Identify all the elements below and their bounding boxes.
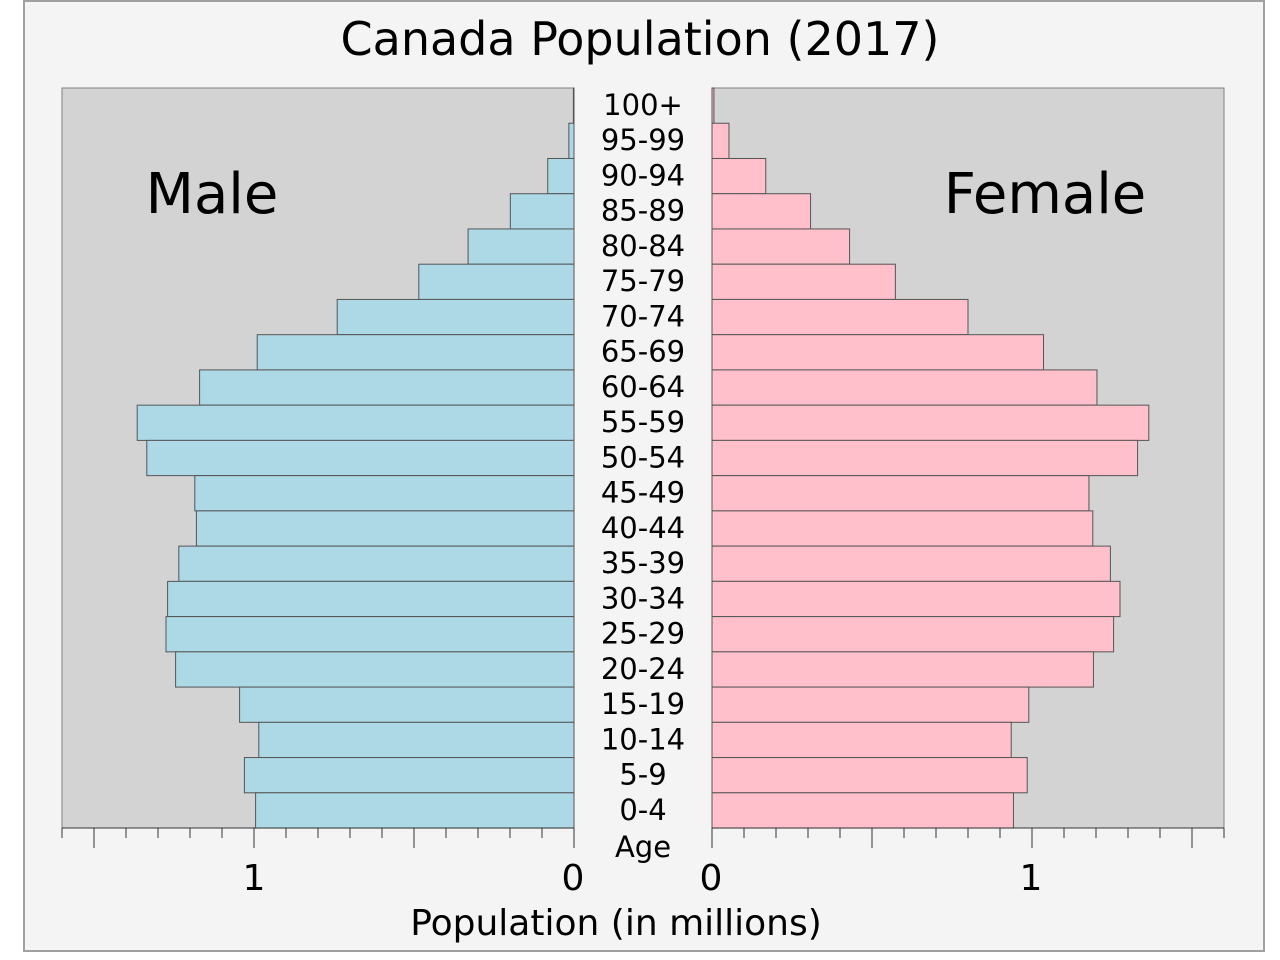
male-bar-80-84 — [467, 228, 575, 265]
age-labels: 100+95-9990-9485-8980-8475-7970-7465-696… — [601, 88, 685, 827]
male-bar-45-49 — [194, 475, 575, 512]
male-bar-35-39 — [178, 545, 575, 582]
female-bar-70-74 — [711, 298, 969, 336]
male-bar-25-29 — [165, 616, 575, 653]
age-label-95-99: 95-99 — [601, 123, 685, 157]
age-label-70-74: 70-74 — [601, 299, 685, 333]
female-bar-95-99 — [711, 122, 730, 159]
male-bar-100+ — [572, 87, 575, 124]
age-label-35-39: 35-39 — [601, 546, 685, 580]
female-bar-30-34 — [711, 580, 1121, 618]
age-label-55-59: 55-59 — [601, 405, 685, 439]
age-label-40-44: 40-44 — [601, 511, 685, 545]
female-bar-35-39 — [711, 545, 1111, 582]
age-label-10-14: 10-14 — [601, 722, 685, 756]
age-label-25-29: 25-29 — [601, 617, 685, 651]
male-bar-0-4 — [255, 792, 575, 829]
female-tick-label-0: 0 — [700, 858, 723, 899]
age-label-30-34: 30-34 — [601, 581, 685, 615]
age-label-45-49: 45-49 — [601, 476, 685, 510]
female-bar-20-24 — [711, 651, 1094, 688]
female-bars — [711, 87, 1150, 829]
male-bar-10-14 — [258, 721, 575, 759]
female-tick-label-1: 1 — [1020, 858, 1043, 899]
male-tick-label-0: 0 — [562, 858, 585, 899]
female-bar-40-44 — [711, 510, 1094, 547]
age-label-90-94: 90-94 — [601, 158, 685, 192]
male-tick-label-1: 1 — [243, 858, 266, 899]
male-bar-75-79 — [418, 263, 575, 300]
female-bar-75-79 — [711, 263, 896, 300]
male-bar-5-9 — [243, 757, 575, 794]
male-bars — [136, 87, 575, 829]
axis-ticks — [61, 827, 1225, 848]
female-bar-10-14 — [711, 721, 1012, 759]
male-bar-20-24 — [175, 651, 575, 688]
female-bar-25-29 — [711, 616, 1115, 653]
male-bar-60-64 — [199, 369, 575, 406]
male-bar-95-99 — [568, 122, 575, 159]
age-label-20-24: 20-24 — [601, 652, 685, 686]
age-label-15-19: 15-19 — [601, 687, 685, 721]
age-label-100+: 100+ — [603, 88, 683, 122]
male-bar-85-89 — [509, 193, 575, 230]
x-axis-title: Population (in millions) — [410, 903, 822, 944]
age-axis-label: Age — [615, 830, 671, 864]
male-bar-15-19 — [239, 686, 575, 723]
age-label-0-4: 0-4 — [619, 793, 666, 827]
age-label-85-89: 85-89 — [601, 194, 685, 228]
female-bar-5-9 — [711, 757, 1028, 794]
female-bar-90-94 — [711, 157, 767, 195]
female-bar-45-49 — [711, 475, 1090, 512]
female-bar-50-54 — [711, 439, 1139, 477]
female-bar-80-84 — [711, 228, 851, 265]
female-bar-100+ — [711, 87, 715, 124]
chart-title: Canada Population (2017) — [341, 12, 940, 66]
male-bar-55-59 — [136, 404, 575, 441]
male-bar-50-54 — [146, 439, 575, 477]
age-label-80-84: 80-84 — [601, 229, 685, 263]
male-series-label: Male — [146, 162, 279, 227]
female-series-label: Female — [944, 162, 1146, 227]
age-label-50-54: 50-54 — [601, 440, 685, 474]
female-bar-60-64 — [711, 369, 1098, 406]
male-bar-65-69 — [256, 334, 575, 371]
male-bar-40-44 — [195, 510, 575, 547]
age-label-5-9: 5-9 — [619, 758, 666, 792]
female-bar-85-89 — [711, 193, 812, 230]
female-bar-55-59 — [711, 404, 1150, 441]
age-label-60-64: 60-64 — [601, 370, 685, 404]
male-bar-30-34 — [167, 580, 575, 618]
male-bar-70-74 — [336, 298, 575, 336]
female-bar-15-19 — [711, 686, 1030, 723]
age-label-75-79: 75-79 — [601, 264, 685, 298]
male-bar-90-94 — [547, 157, 575, 195]
age-label-65-69: 65-69 — [601, 335, 685, 369]
female-bar-0-4 — [711, 792, 1014, 829]
female-bar-65-69 — [711, 334, 1045, 371]
